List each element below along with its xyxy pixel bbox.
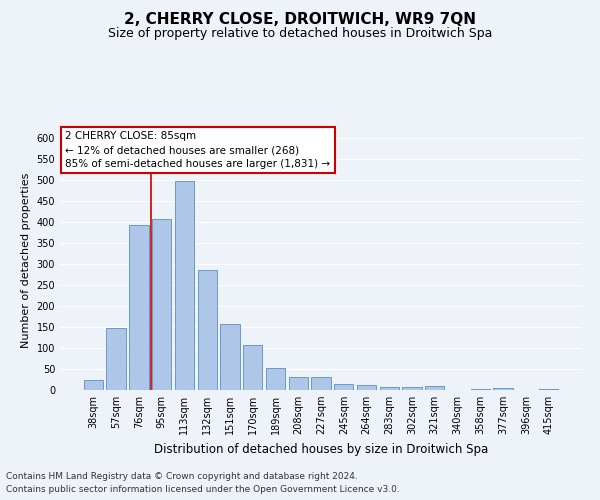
Text: 2, CHERRY CLOSE, DROITWICH, WR9 7QN: 2, CHERRY CLOSE, DROITWICH, WR9 7QN [124, 12, 476, 28]
Bar [311, 378, 331, 390]
Bar [380, 387, 399, 390]
Bar [493, 388, 513, 390]
Text: Contains HM Land Registry data © Crown copyright and database right 2024.: Contains HM Land Registry data © Crown c… [6, 472, 358, 481]
Bar [470, 388, 490, 390]
Bar [403, 387, 422, 390]
Bar [334, 384, 353, 390]
Bar [175, 181, 194, 390]
Bar [425, 386, 445, 390]
Bar [220, 324, 239, 390]
Bar [84, 380, 103, 390]
Y-axis label: Number of detached properties: Number of detached properties [21, 172, 31, 348]
Text: Contains public sector information licensed under the Open Government Licence v3: Contains public sector information licen… [6, 485, 400, 494]
Bar [266, 368, 285, 390]
Bar [243, 344, 262, 390]
Bar [357, 385, 376, 390]
Bar [289, 378, 308, 390]
Bar [539, 388, 558, 390]
Text: 2 CHERRY CLOSE: 85sqm
← 12% of detached houses are smaller (268)
85% of semi-det: 2 CHERRY CLOSE: 85sqm ← 12% of detached … [65, 132, 331, 170]
Bar [129, 225, 149, 390]
Bar [152, 219, 172, 390]
Bar [197, 270, 217, 390]
Bar [106, 328, 126, 390]
Text: Size of property relative to detached houses in Droitwich Spa: Size of property relative to detached ho… [108, 28, 492, 40]
X-axis label: Distribution of detached houses by size in Droitwich Spa: Distribution of detached houses by size … [154, 442, 488, 456]
